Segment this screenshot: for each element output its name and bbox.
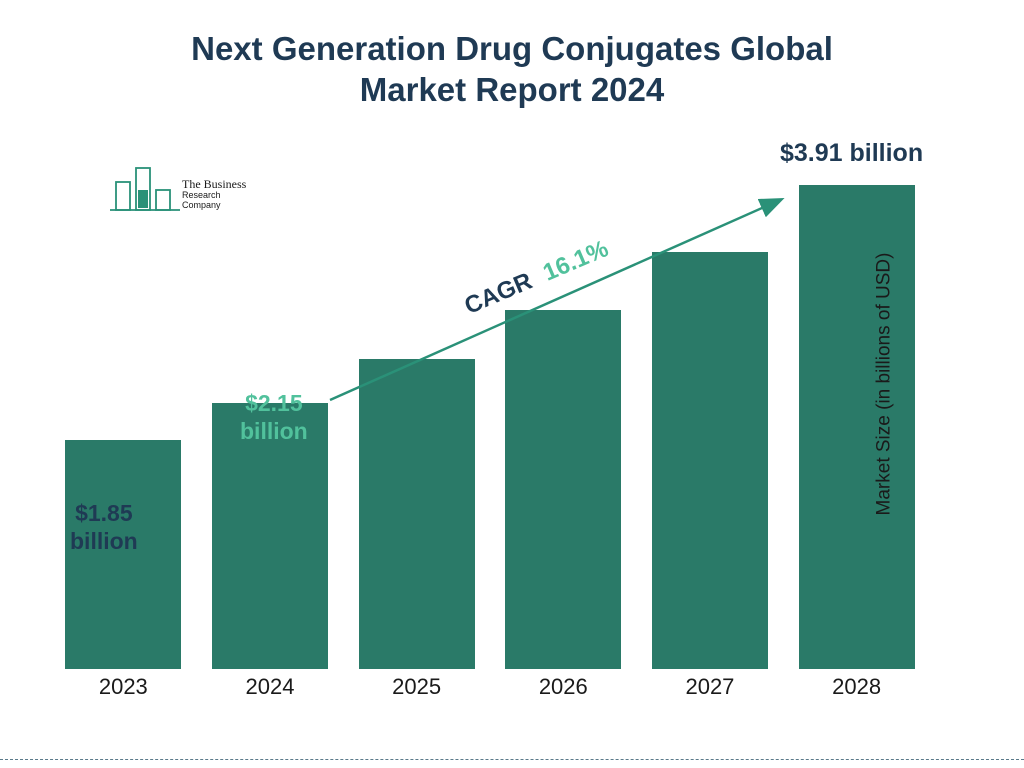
x-label-2028: 2028 (799, 674, 915, 700)
bars-container (50, 150, 930, 670)
bar-2025 (359, 359, 475, 669)
x-label-2025: 2025 (359, 674, 475, 700)
chart-title: Next Generation Drug Conjugates Global M… (0, 0, 1024, 111)
x-label-2023: 2023 (65, 674, 181, 700)
bar-rect-2025 (359, 359, 475, 669)
title-line2: Market Report 2024 (0, 69, 1024, 110)
bar-rect-2028 (799, 185, 915, 669)
bar-rect-2027 (652, 252, 768, 669)
value-label-2023: $1.85 billion (70, 500, 138, 555)
x-label-2027: 2027 (652, 674, 768, 700)
value-label-2024: $2.15 billion (240, 390, 308, 445)
bar-2027 (652, 252, 768, 669)
y-axis-label: Market Size (in billions of USD) (874, 253, 896, 516)
x-label-2026: 2026 (505, 674, 621, 700)
title-line1: Next Generation Drug Conjugates Global (0, 28, 1024, 69)
bar-rect-2026 (505, 310, 621, 669)
x-label-2024: 2024 (212, 674, 328, 700)
bar-2026 (505, 310, 621, 669)
bar-2028 (799, 185, 915, 669)
x-axis-labels: 2023 2024 2025 2026 2027 2028 (50, 674, 930, 710)
chart-area: 2023 2024 2025 2026 2027 2028 (50, 150, 930, 710)
value-label-2028: $3.91 billion (780, 138, 923, 168)
bottom-divider (0, 759, 1024, 760)
